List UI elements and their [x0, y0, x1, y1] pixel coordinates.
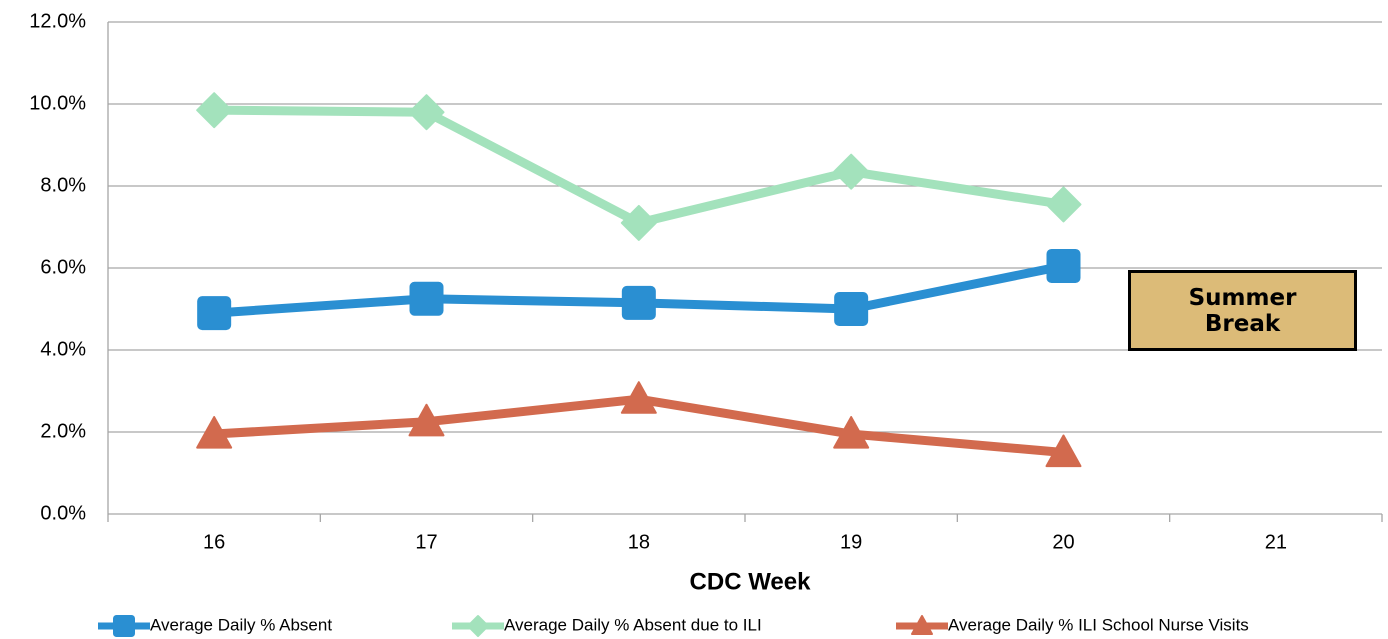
legend-label: Average Daily % Absent: [150, 615, 332, 634]
y-tick-label: 2.0%: [40, 420, 86, 442]
x-tick-label: 17: [415, 531, 437, 553]
marker: [620, 381, 657, 414]
x-tick-label: 21: [1265, 531, 1287, 553]
marker: [467, 615, 489, 637]
marker: [911, 615, 933, 635]
annotation-box: Summer Break: [1128, 270, 1357, 351]
x-tick-label: 16: [203, 531, 225, 553]
marker: [1046, 248, 1081, 283]
marker: [833, 153, 870, 190]
marker: [833, 416, 870, 449]
x-tick-label: 19: [840, 531, 862, 553]
legend-label: Average Daily % Absent due to ILI: [504, 615, 762, 634]
y-tick-label: 4.0%: [40, 338, 86, 360]
marker: [834, 292, 869, 326]
marker: [621, 285, 656, 320]
y-tick-label: 8.0%: [40, 174, 86, 196]
y-tick-label: 10.0%: [29, 92, 86, 114]
marker: [409, 281, 444, 316]
marker: [197, 296, 232, 331]
x-tick-label: 18: [628, 531, 650, 553]
marker: [620, 204, 657, 241]
marker: [408, 403, 445, 437]
y-tick-label: 6.0%: [40, 256, 86, 278]
x-tick-label: 20: [1052, 531, 1074, 553]
marker: [113, 615, 135, 637]
marker: [196, 416, 233, 449]
marker: [1045, 186, 1082, 223]
marker: [1045, 434, 1082, 468]
marker: [196, 92, 233, 129]
marker: [408, 94, 445, 131]
y-tick-label: 12.0%: [29, 10, 86, 32]
x-axis-title: CDC Week: [690, 568, 812, 595]
y-tick-label: 0.0%: [40, 502, 86, 524]
annotation: Summer Break: [1188, 284, 1297, 337]
legend-label: Average Daily % ILI School Nurse Visits: [948, 615, 1249, 634]
